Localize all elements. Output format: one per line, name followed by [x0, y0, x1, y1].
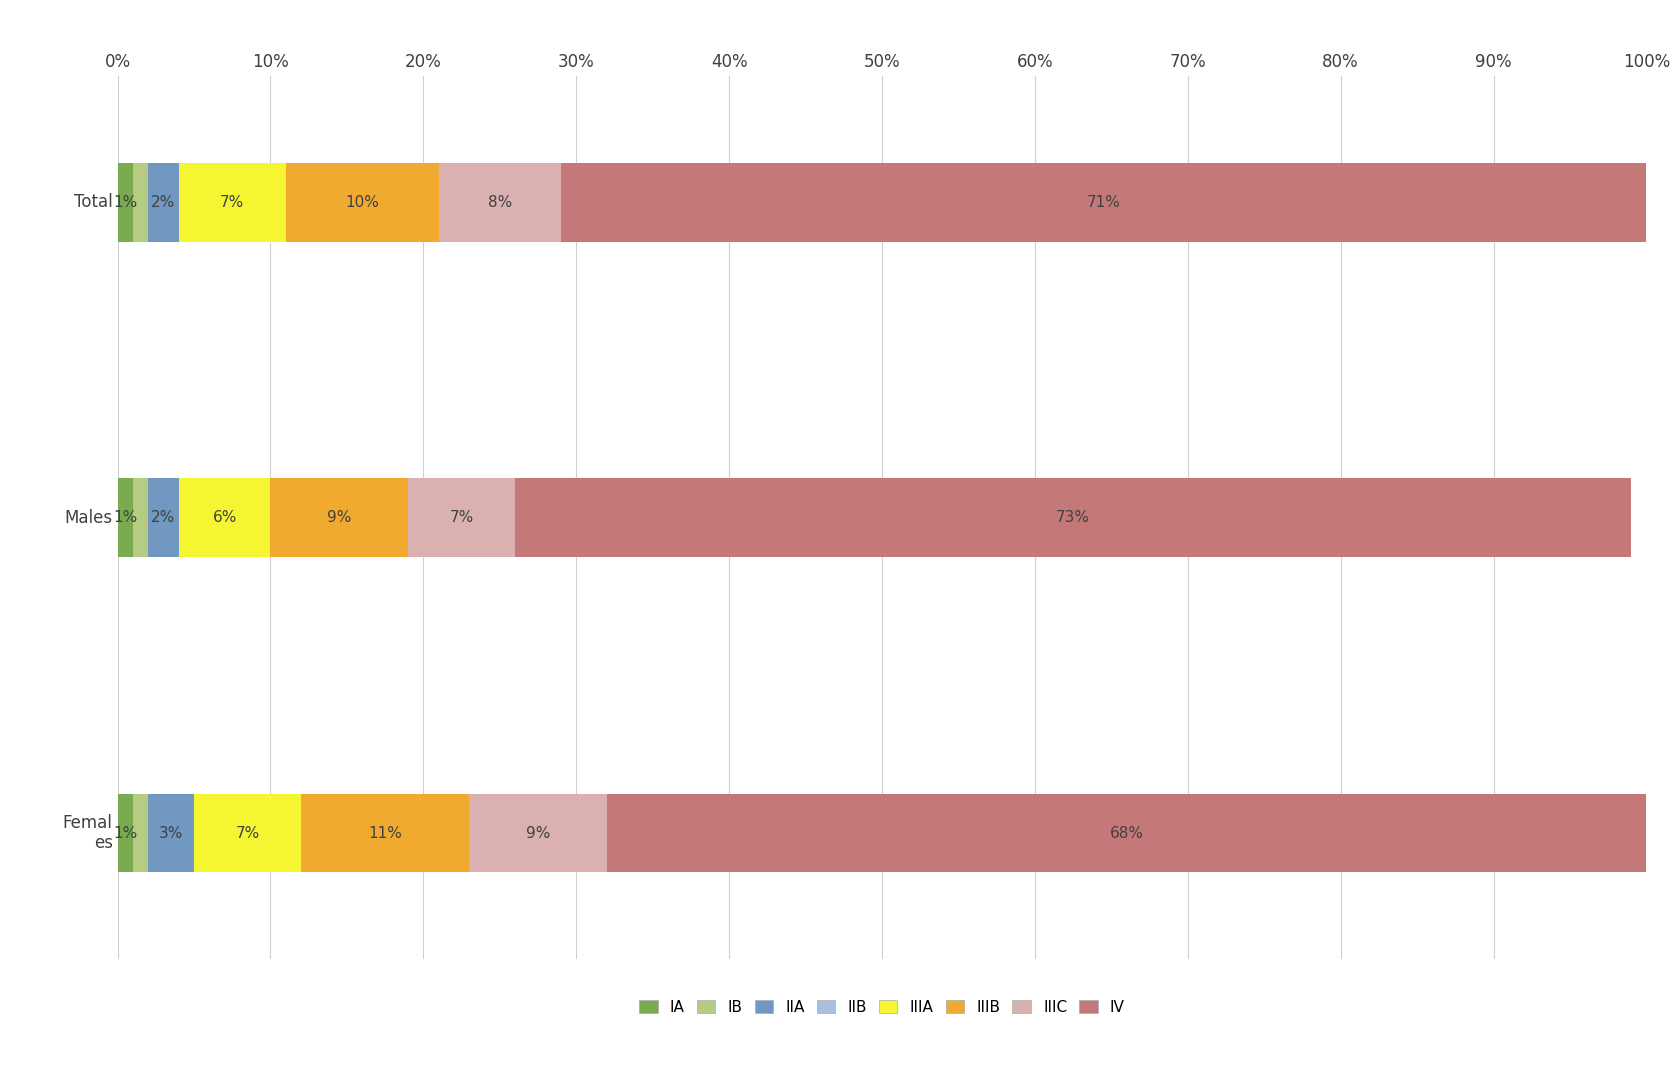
Legend: IA, IB, IIA, IIB, IIIA, IIIB, IIIC, IV: IA, IB, IIA, IIB, IIIA, IIIB, IIIC, IV	[632, 992, 1132, 1022]
Text: 10%: 10%	[346, 195, 380, 210]
Text: 3%: 3%	[160, 825, 183, 840]
Text: 11%: 11%	[368, 825, 402, 840]
Bar	[270, 479, 408, 557]
Bar	[148, 164, 178, 242]
Text: 8%: 8%	[487, 195, 512, 210]
Text: 1%: 1%	[113, 825, 138, 840]
Text: 7%: 7%	[220, 195, 244, 210]
Bar	[438, 164, 561, 242]
Bar	[133, 479, 148, 557]
Text: 7%: 7%	[235, 825, 260, 840]
Text: 9%: 9%	[526, 825, 551, 840]
Text: 71%: 71%	[1087, 195, 1121, 210]
Text: 73%: 73%	[1057, 510, 1090, 525]
Bar	[516, 479, 1631, 557]
Text: 2%: 2%	[151, 195, 176, 210]
Bar	[606, 794, 1646, 872]
Bar	[195, 794, 301, 872]
Bar	[118, 479, 133, 557]
Text: 6%: 6%	[212, 510, 237, 525]
Bar	[133, 794, 148, 872]
Bar	[286, 164, 438, 242]
Text: 9%: 9%	[328, 510, 351, 525]
Bar	[118, 164, 133, 242]
Bar	[561, 164, 1646, 242]
Text: 2%: 2%	[151, 510, 176, 525]
Bar	[301, 794, 469, 872]
Bar	[408, 479, 516, 557]
Bar	[469, 794, 606, 872]
Text: 7%: 7%	[450, 510, 474, 525]
Bar	[148, 794, 195, 872]
Text: 1%: 1%	[113, 510, 138, 525]
Text: 1%: 1%	[113, 195, 138, 210]
Bar	[118, 794, 133, 872]
Bar	[133, 164, 148, 242]
Text: 68%: 68%	[1109, 825, 1144, 840]
Bar	[178, 164, 286, 242]
Bar	[178, 479, 270, 557]
Bar	[148, 479, 178, 557]
